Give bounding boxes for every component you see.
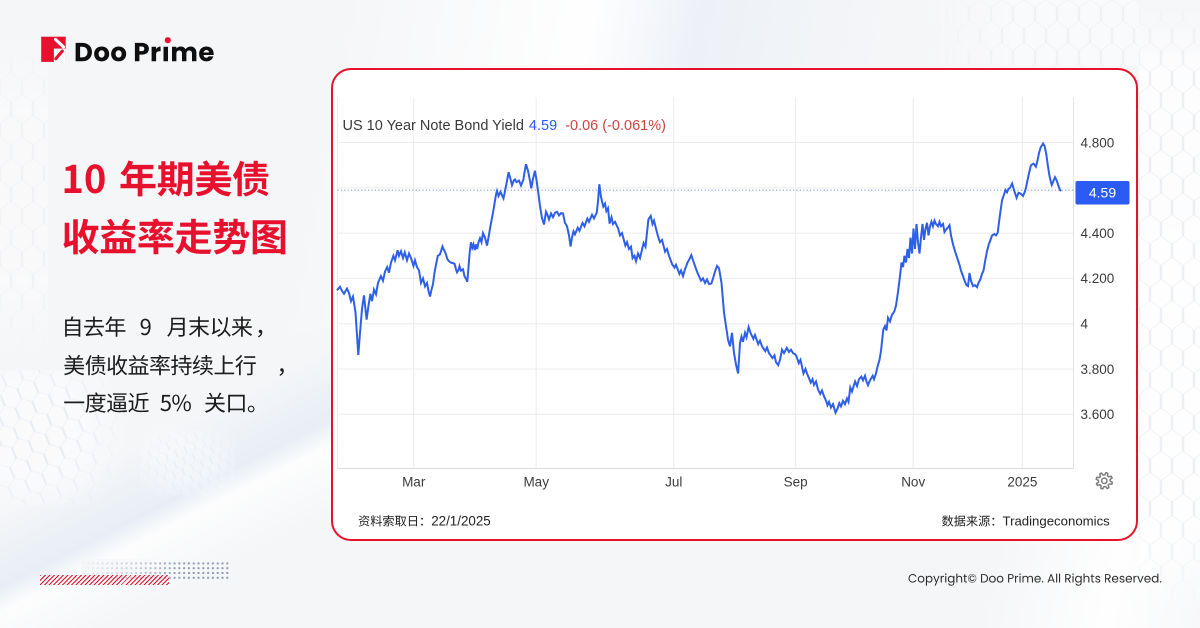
svg-text:22/1/2025: 22/1/2025 [431, 514, 491, 529]
svg-text:Sep: Sep [784, 475, 808, 490]
svg-text:4.400: 4.400 [1081, 226, 1115, 241]
svg-text:3.800: 3.800 [1081, 362, 1115, 377]
svg-text:4.800: 4.800 [1081, 135, 1115, 150]
svg-text:Nov: Nov [901, 475, 925, 490]
svg-text:May: May [523, 475, 549, 490]
svg-text:US 10 Year Note Bond Yield 4.5: US 10 Year Note Bond Yield 4.59 -0.06 (-… [343, 118, 666, 134]
svg-text:4.59: 4.59 [1089, 185, 1116, 201]
svg-text:2025: 2025 [1007, 475, 1037, 490]
svg-text:4.200: 4.200 [1081, 271, 1115, 286]
svg-text:Tradingeconomics: Tradingeconomics [1003, 514, 1111, 529]
svg-text:Jul: Jul [665, 475, 682, 490]
svg-text:4: 4 [1081, 317, 1089, 332]
svg-text:3.600: 3.600 [1081, 407, 1115, 422]
svg-text:Mar: Mar [402, 475, 426, 490]
